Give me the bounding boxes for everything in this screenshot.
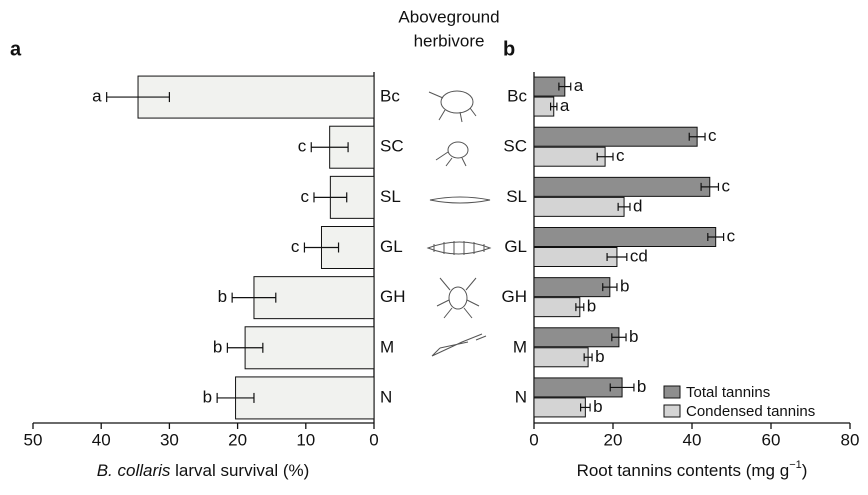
panel-label: a <box>10 38 22 60</box>
legend-label: Condensed tannins <box>686 403 815 420</box>
category-label: M <box>513 337 527 356</box>
bar <box>534 328 619 347</box>
category-label: Bc <box>507 87 527 106</box>
significance-letter: b <box>593 397 602 416</box>
herbivore-icons <box>428 91 490 356</box>
bar <box>534 197 624 216</box>
bar <box>534 298 580 317</box>
x-axis-label: B. collaris larval survival (%) <box>97 461 310 480</box>
legend-swatch <box>664 386 680 398</box>
significance-letter: b <box>218 287 227 306</box>
bar <box>534 127 697 146</box>
x-tick-label: 50 <box>24 430 43 449</box>
significance-letter: b <box>587 297 596 316</box>
significance-letter: c <box>298 137 307 156</box>
significance-letter: a <box>574 76 584 95</box>
bar <box>534 348 588 367</box>
x-tick-label: 40 <box>683 430 702 449</box>
bar <box>534 228 716 247</box>
category-label: SL <box>506 187 527 206</box>
significance-letter: c <box>721 176 730 195</box>
significance-letter: b <box>629 327 638 346</box>
x-tick-label: 0 <box>529 430 538 449</box>
x-tick-label: 80 <box>841 430 860 449</box>
x-tick-label: 40 <box>92 430 111 449</box>
panel-label: b <box>503 38 515 60</box>
figure: Aboveground herbivore a b B. collaris la… <box>0 0 868 495</box>
significance-letter: b <box>213 337 222 356</box>
significance-letter: a <box>560 96 570 115</box>
significance-letter: b <box>595 347 604 366</box>
category-label: M <box>380 337 394 356</box>
significance-letter: c <box>291 237 300 256</box>
category-label: GL <box>504 237 527 256</box>
x-tick-label: 20 <box>604 430 623 449</box>
category-label: GH <box>502 287 528 306</box>
bar <box>138 76 374 118</box>
bar <box>245 327 374 369</box>
x-axis-label-part: B. collaris <box>97 461 171 480</box>
figure-title: herbivore <box>414 31 485 50</box>
category-label: N <box>515 387 527 406</box>
bar <box>534 248 617 267</box>
significance-letter: c <box>708 126 717 145</box>
category-label: Bc <box>380 87 400 106</box>
significance-letter: b <box>203 387 212 406</box>
category-label: GL <box>380 237 403 256</box>
category-label: SL <box>380 187 401 206</box>
significance-letter: a <box>92 87 102 106</box>
significance-letter: d <box>633 196 642 215</box>
bar <box>534 278 610 297</box>
x-tick-label: 20 <box>228 430 247 449</box>
x-tick-label: 60 <box>762 430 781 449</box>
significance-letter: c <box>727 226 736 245</box>
category-label: GH <box>380 287 406 306</box>
x-axis-label-part: ) <box>802 461 808 480</box>
x-axis-label-part: larval survival (%) <box>170 461 309 480</box>
legend-label: Total tannins <box>686 384 770 401</box>
x-axis-label: Root tannins contents (mg g−1) <box>577 459 808 481</box>
significance-letter: c <box>300 187 309 206</box>
significance-letter: cd <box>630 246 648 265</box>
x-tick-label: 0 <box>369 430 378 449</box>
bar <box>534 378 622 397</box>
figure-title: Aboveground <box>398 7 499 26</box>
legend-swatch <box>664 405 680 417</box>
category-label: SC <box>380 137 404 156</box>
category-label: N <box>380 387 392 406</box>
x-axis-label-part: −1 <box>789 459 802 471</box>
significance-letter: b <box>620 277 629 296</box>
x-axis-label-part: Root tannins contents (mg g <box>577 461 790 480</box>
category-label: SC <box>503 137 527 156</box>
bar <box>534 398 585 417</box>
bar <box>534 177 710 196</box>
significance-letter: b <box>637 377 646 396</box>
bar <box>534 147 605 166</box>
bar <box>236 377 374 419</box>
x-tick-label: 10 <box>296 430 315 449</box>
significance-letter: c <box>616 146 625 165</box>
x-tick-label: 30 <box>160 430 179 449</box>
